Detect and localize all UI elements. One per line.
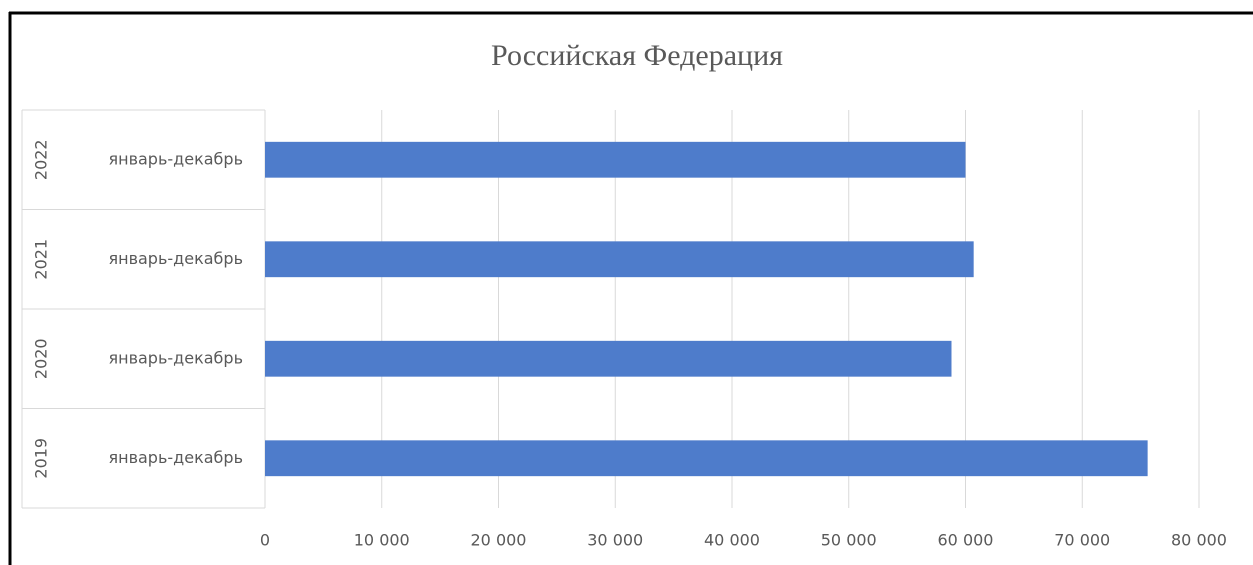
x-tick-label: 50 000 bbox=[821, 531, 877, 550]
category-label: январь-декабрь bbox=[108, 348, 243, 367]
category-label: январь-декабрь bbox=[108, 149, 243, 168]
group-label: 2020 bbox=[32, 338, 51, 379]
x-tick-label: 40 000 bbox=[704, 531, 760, 550]
x-tick-label: 0 bbox=[260, 531, 270, 550]
x-tick-label: 70 000 bbox=[1054, 531, 1110, 550]
bar bbox=[265, 241, 974, 278]
x-tick-label: 60 000 bbox=[938, 531, 994, 550]
x-tick-label: 80 000 bbox=[1171, 531, 1227, 550]
chart-title: Российская Федерация bbox=[491, 39, 783, 72]
x-tick-label: 10 000 bbox=[354, 531, 410, 550]
category-label: январь-декабрь bbox=[108, 249, 243, 268]
category-label: январь-декабрь bbox=[108, 448, 243, 467]
group-label: 2019 bbox=[32, 438, 51, 479]
x-tick-label: 30 000 bbox=[587, 531, 643, 550]
group-label: 2022 bbox=[32, 139, 51, 180]
bar bbox=[265, 141, 966, 178]
bar bbox=[265, 340, 952, 377]
x-tick-label: 20 000 bbox=[471, 531, 527, 550]
group-label: 2021 bbox=[32, 239, 51, 280]
bar bbox=[265, 440, 1148, 477]
